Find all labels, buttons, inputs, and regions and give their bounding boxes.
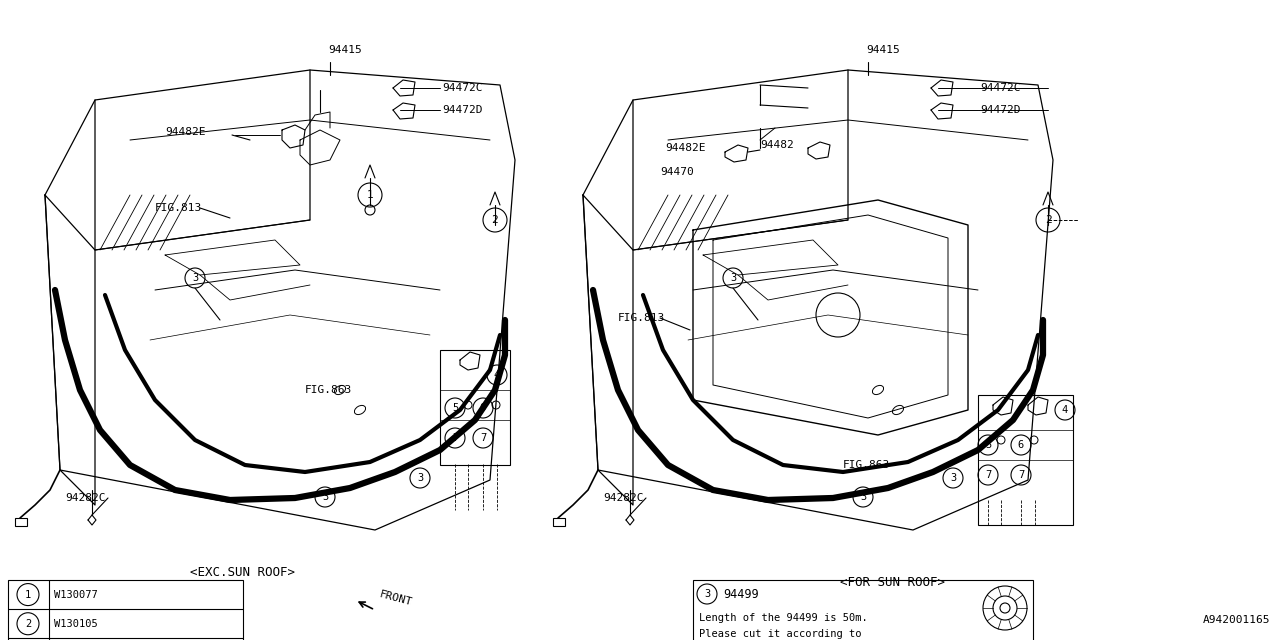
Bar [553, 518, 564, 526]
Text: 4: 4 [1062, 405, 1068, 415]
Text: 3: 3 [417, 473, 424, 483]
Bar [978, 395, 1073, 525]
Text: FRONT: FRONT [378, 589, 413, 607]
Text: 3: 3 [192, 273, 198, 283]
Text: 94282C: 94282C [603, 493, 644, 503]
Text: <EXC.SUN ROOF>: <EXC.SUN ROOF> [191, 566, 296, 579]
Text: 2: 2 [1044, 215, 1051, 225]
Text: 94282C: 94282C [65, 493, 105, 503]
Text: FIG.863: FIG.863 [305, 385, 352, 395]
Text: 3: 3 [950, 473, 956, 483]
Text: 94415: 94415 [867, 45, 900, 55]
Text: 7: 7 [984, 470, 991, 480]
Text: 94482E: 94482E [666, 143, 705, 153]
Text: FIG.813: FIG.813 [155, 203, 202, 213]
Text: Please cut it according to: Please cut it according to [699, 629, 861, 639]
Bar [692, 580, 1033, 640]
Text: 7: 7 [480, 433, 486, 443]
Text: W130105: W130105 [54, 619, 97, 628]
Bar [440, 350, 509, 465]
Text: 94472C: 94472C [442, 83, 483, 93]
Text: 6: 6 [480, 403, 486, 413]
Text: 94472C: 94472C [980, 83, 1020, 93]
Text: 94482: 94482 [760, 140, 794, 150]
Text: 6: 6 [1018, 440, 1024, 450]
Text: 1: 1 [366, 190, 374, 200]
Text: 94472D: 94472D [442, 105, 483, 115]
Bar [15, 518, 27, 526]
Text: Length of the 94499 is 50m.: Length of the 94499 is 50m. [699, 613, 868, 623]
Text: 2: 2 [492, 215, 498, 225]
Text: 3: 3 [321, 492, 328, 502]
Text: 5: 5 [452, 403, 458, 413]
Text: W130077: W130077 [54, 589, 97, 600]
Text: 94470: 94470 [660, 167, 694, 177]
Text: 94415: 94415 [328, 45, 362, 55]
Text: 94499: 94499 [723, 588, 759, 600]
Text: 5: 5 [984, 440, 991, 450]
Text: FIG.813: FIG.813 [618, 313, 666, 323]
Text: 7: 7 [1018, 470, 1024, 480]
Bar [8, 580, 243, 640]
Text: 2: 2 [24, 619, 31, 628]
Text: 4: 4 [494, 370, 500, 380]
Text: 7: 7 [452, 433, 458, 443]
Text: 3: 3 [704, 589, 710, 599]
Text: A942001165: A942001165 [1202, 615, 1270, 625]
Text: 1: 1 [24, 589, 31, 600]
Text: 94472D: 94472D [980, 105, 1020, 115]
Text: 3: 3 [860, 492, 867, 502]
Text: 94482E: 94482E [165, 127, 206, 137]
Text: <FOR SUN ROOF>: <FOR SUN ROOF> [841, 577, 946, 589]
Text: FIG.863: FIG.863 [844, 460, 891, 470]
Text: 3: 3 [730, 273, 736, 283]
